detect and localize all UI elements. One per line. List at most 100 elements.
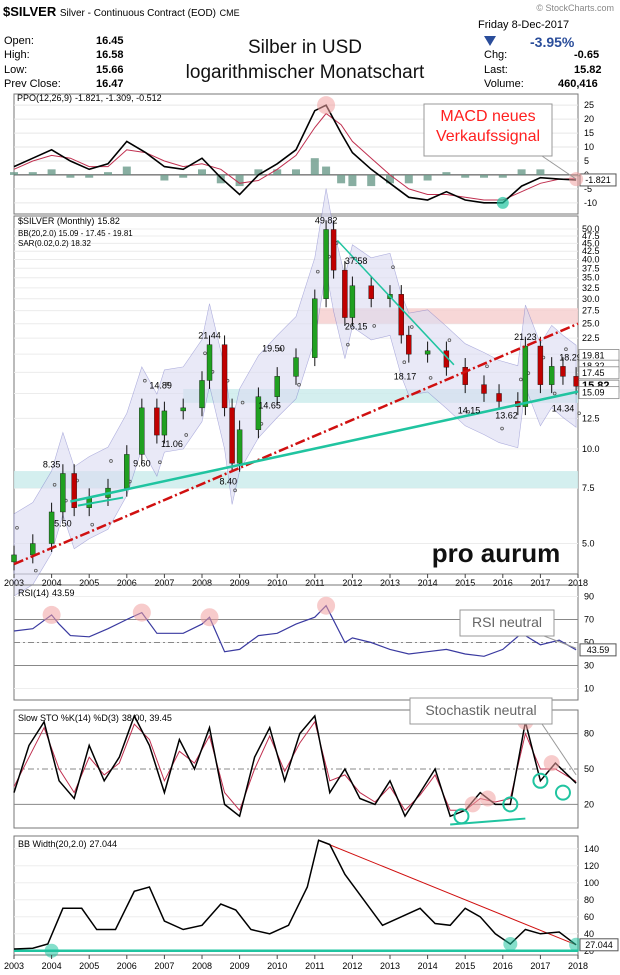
stoch-tick-label: 20 [584, 799, 594, 809]
bbw-x-tick-label: 2016 [493, 961, 513, 971]
sar-dot [297, 382, 301, 387]
price-tick-label: 40.0 [582, 254, 600, 264]
sar-dot [52, 482, 57, 487]
bbw-tick-label: 120 [584, 861, 599, 871]
ppo-histogram-bar [442, 172, 451, 175]
price-label: 49.82 [315, 216, 338, 226]
price-label: 26.15 [345, 322, 368, 332]
open-label: Open: [4, 35, 34, 47]
rsi-annotation-pointer [543, 635, 577, 649]
price-label: 21.23 [514, 332, 537, 342]
price-right-label: 17.45 [582, 368, 605, 378]
bbw-x-tick-label: 2003 [4, 961, 24, 971]
rsi-legend: RSI(14) 43.59 [18, 588, 75, 598]
date: Friday 8-Dec-2017 [478, 19, 570, 31]
ppo-histogram-bar [292, 169, 300, 175]
ppo-histogram-bar [216, 174, 225, 184]
stoch-tick-label: 80 [584, 729, 594, 739]
rsi-annotation-text: RSI neutral [472, 614, 542, 630]
price-tick-label: 32.5 [582, 283, 600, 293]
price-candle [71, 473, 77, 508]
price-legend: $SILVER (Monthly) 15.82 [18, 216, 120, 226]
price-candle [274, 376, 280, 397]
ppo-panel-frame [13, 93, 579, 215]
chart-title-line2: logarithmischer Monatschart [185, 62, 425, 83]
ppo-histogram-bar [310, 158, 319, 175]
bbw-legend: BB Width(20,2.0) 27.044 [18, 839, 117, 849]
price-tick-label: 45.0 [582, 238, 600, 248]
price-tick-label: 27.5 [582, 306, 600, 316]
price-candle [124, 454, 130, 489]
bbw-x-tick-label: 2018 [568, 961, 588, 971]
price-candle [342, 269, 348, 318]
ppo-tick-label: 10 [584, 142, 594, 152]
price-tick-label: 50.0 [582, 224, 600, 234]
chg-value: -0.65 [574, 49, 600, 61]
price-tick-label: 30.0 [582, 294, 600, 304]
ppo-last-label: -1.821 [585, 175, 611, 185]
bb-legend: BB(20,2.0) 15.09 - 17.45 - 19.81 [18, 229, 133, 238]
price-x-tick-label: 2015 [455, 578, 475, 588]
price-candle [199, 380, 205, 409]
ppo-histogram-bar [47, 169, 56, 175]
stoch-highlight-circle [464, 796, 481, 813]
price-label: 14.89 [149, 380, 172, 390]
price-x-tick-label: 2008 [192, 578, 212, 588]
rsi-highlight-circle [317, 596, 336, 615]
price-x-tick-label: 2009 [230, 578, 250, 588]
sar-dot [519, 377, 523, 382]
ppo-tick-label: 15 [584, 128, 594, 138]
sar-dot [391, 265, 395, 269]
stoch-annotation-box [409, 697, 553, 725]
price-candle [481, 384, 487, 394]
ppo-histogram-bar [254, 169, 263, 175]
ppo-histogram-bar [386, 174, 394, 184]
red-support-line [13, 322, 579, 566]
ppo-histogram-bar [461, 174, 470, 178]
bbw-x-tick-label: 2011 [305, 961, 324, 971]
prev-close-value: 16.47 [96, 78, 124, 90]
stoch-low-circle [554, 784, 571, 801]
sar-dot [577, 411, 581, 416]
ppo-tick-label: 5 [584, 156, 589, 166]
price-x-tick-label: 2007 [154, 578, 174, 588]
ppo-histogram-bar [179, 174, 188, 178]
bbw-last-label: 27.044 [585, 940, 613, 950]
price-candle [221, 344, 228, 409]
ppo-histogram-bar [104, 172, 112, 175]
ppo-annotation-text: Verkaufssignal [436, 128, 540, 145]
price-candle [496, 393, 502, 402]
price-candle [206, 344, 213, 381]
ppo-signal-line [13, 112, 577, 201]
price-label: 18.17 [394, 371, 417, 381]
sar-dot [203, 351, 207, 356]
bbw-tick-label: 80 [584, 895, 594, 905]
sar-dot [500, 426, 504, 431]
stoch-annotation-text: Stochastik neutral [425, 702, 536, 718]
price-x-tick-label: 2018 [568, 578, 588, 588]
bbw-x-tick-label: 2014 [418, 961, 438, 971]
price-tick-label: 7.5 [582, 483, 595, 493]
stoch-legend-part: Slow STO %K(14) %D(3) [18, 713, 119, 723]
price-candle [323, 229, 329, 299]
sar-dot [315, 269, 320, 274]
price-candle [229, 407, 235, 464]
sar-dot [552, 391, 557, 396]
ppo-histogram-bar [423, 174, 432, 181]
chg-label: Chg: [484, 49, 508, 61]
stoch-tick-label: 50 [584, 764, 594, 774]
sar-dot [564, 347, 568, 352]
sar-dot [240, 400, 245, 405]
sar-dot [447, 338, 452, 342]
sar-dot [346, 342, 350, 347]
ppo-histogram-bar [122, 166, 131, 175]
teal-short-line [77, 496, 124, 507]
sar-dot [372, 324, 377, 328]
price-label: 8.40 [220, 477, 238, 487]
price-tick-label: 37.5 [582, 263, 600, 273]
price-label: 11.06 [161, 439, 183, 449]
sar-dot [409, 325, 414, 329]
ppo-histogram-bar [66, 174, 75, 178]
bbw-x-tick-label: 2004 [42, 961, 62, 971]
sar-dot [184, 433, 189, 437]
